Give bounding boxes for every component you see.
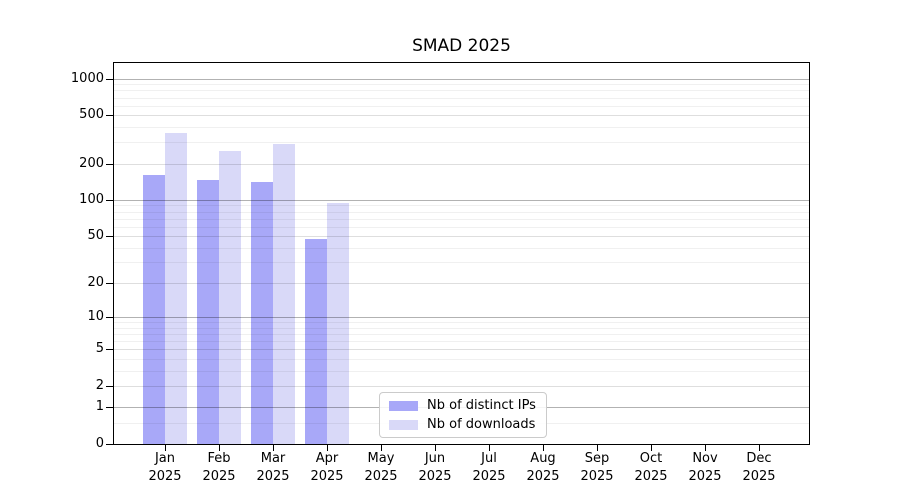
y-gridline-minor [114, 334, 809, 335]
x-tick [597, 445, 598, 451]
y-tick-label: 20 [87, 275, 104, 290]
x-tick-label-jun: Jun 2025 [418, 451, 452, 484]
x-tick [435, 445, 436, 451]
x-tick [165, 445, 166, 451]
y-gridline-minor [114, 248, 809, 249]
x-tick-label-feb: Feb 2025 [202, 451, 236, 484]
bar-distinct-ips-mar [251, 182, 273, 444]
x-tick-label-aug: Aug 2025 [526, 451, 560, 484]
x-tick [381, 445, 382, 451]
y-gridline [114, 115, 809, 116]
x-tick [273, 445, 274, 451]
bar-downloads-jan [165, 133, 187, 444]
y-gridline-minor [114, 142, 809, 143]
bar-distinct-ips-jan [143, 175, 165, 444]
y-tick-label: 1 [95, 399, 104, 414]
y-tick-label: 5 [95, 341, 104, 356]
x-tick-label-jan: Jan 2025 [148, 451, 182, 484]
x-tick-label-jul: Jul 2025 [472, 451, 506, 484]
y-gridline-major [114, 79, 809, 80]
x-tick [219, 445, 220, 451]
x-tick [705, 445, 706, 451]
y-gridline-minor [114, 98, 809, 99]
legend-swatch-distinct-ips [389, 400, 418, 411]
x-tick-label-may: May 2025 [364, 451, 398, 484]
y-gridline-minor [114, 262, 809, 263]
y-tick [106, 444, 113, 445]
y-gridline-major [114, 200, 809, 201]
y-tick [106, 283, 113, 284]
y-gridline-minor [114, 328, 809, 329]
x-tick [489, 445, 490, 451]
bar-distinct-ips-apr [305, 239, 327, 444]
y-gridline [114, 283, 809, 284]
y-gridline-minor [114, 90, 809, 91]
y-gridline-major [114, 317, 809, 318]
x-tick [651, 445, 652, 451]
y-gridline-minor [114, 212, 809, 213]
y-gridline-minor [114, 84, 809, 85]
y-tick [106, 317, 113, 318]
x-tick-label-sep: Sep 2025 [580, 451, 614, 484]
y-tick-label: 0 [95, 436, 104, 451]
y-tick [106, 79, 113, 80]
x-tick [759, 445, 760, 451]
plot-area [113, 62, 810, 445]
y-gridline-minor [114, 219, 809, 220]
y-gridline-minor [114, 106, 809, 107]
legend-swatch-downloads [389, 419, 418, 430]
chart-title: SMAD 2025 [412, 36, 511, 56]
bar-downloads-feb [219, 151, 241, 444]
y-gridline-minor [114, 359, 809, 360]
y-gridline-minor [114, 227, 809, 228]
x-tick-label-mar: Mar 2025 [256, 451, 290, 484]
y-tick-label: 2 [95, 378, 104, 393]
y-tick [106, 236, 113, 237]
y-gridline [114, 236, 809, 237]
y-gridline [114, 349, 809, 350]
y-tick-label: 50 [87, 228, 104, 243]
bar-distinct-ips-feb [197, 180, 219, 444]
y-gridline-minor [114, 341, 809, 342]
x-tick-label-oct: Oct 2025 [634, 451, 668, 484]
y-gridline-minor [114, 371, 809, 372]
x-tick [543, 445, 544, 451]
y-gridline-minor [114, 205, 809, 206]
y-tick [106, 115, 113, 116]
legend-item-distinct-ips: Nb of distinct IPs [389, 398, 536, 413]
legend-label-downloads: Nb of downloads [427, 417, 536, 432]
y-gridline [114, 164, 809, 165]
y-tick-label: 100 [79, 192, 104, 207]
y-tick-label: 1000 [70, 71, 104, 86]
y-tick-label: 500 [79, 107, 104, 122]
y-tick [106, 386, 113, 387]
legend: Nb of distinct IPs Nb of downloads [379, 392, 547, 438]
legend-item-downloads: Nb of downloads [389, 417, 536, 432]
bar-downloads-mar [273, 144, 295, 444]
y-tick [106, 407, 113, 408]
x-tick-label-apr: Apr 2025 [310, 451, 344, 484]
y-tick [106, 349, 113, 350]
x-tick-label-nov: Nov 2025 [688, 451, 722, 484]
y-tick [106, 200, 113, 201]
y-gridline-minor [114, 322, 809, 323]
y-tick-label: 10 [87, 309, 104, 324]
x-tick [327, 445, 328, 451]
x-tick-label-dec: Dec 2025 [742, 451, 776, 484]
y-tick-label: 200 [79, 156, 104, 171]
legend-label-distinct-ips: Nb of distinct IPs [427, 398, 536, 413]
y-tick [106, 164, 113, 165]
bar-downloads-apr [327, 203, 349, 444]
y-gridline-minor [114, 127, 809, 128]
y-gridline [114, 386, 809, 387]
